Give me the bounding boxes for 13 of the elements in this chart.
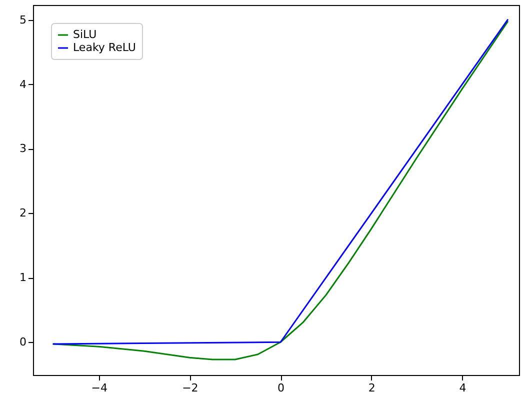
y-tick-label: 4 [20, 78, 26, 91]
x-tick-label: 4 [459, 382, 466, 394]
y-tick-label: 5 [20, 13, 26, 26]
legend-label: Leaky ReLU [73, 41, 136, 54]
y-tick-label: 2 [20, 206, 26, 220]
x-tick-label: 0 [278, 382, 285, 394]
x-tick-label: −4 [91, 382, 108, 394]
x-tick-label: 2 [368, 382, 376, 394]
x-tick-label: −2 [182, 382, 198, 394]
y-tick-label: 1 [20, 271, 26, 284]
legend-label: SiLU [73, 28, 97, 41]
y-tick-label: 3 [20, 142, 26, 156]
y-tick-label: 0 [20, 336, 26, 349]
